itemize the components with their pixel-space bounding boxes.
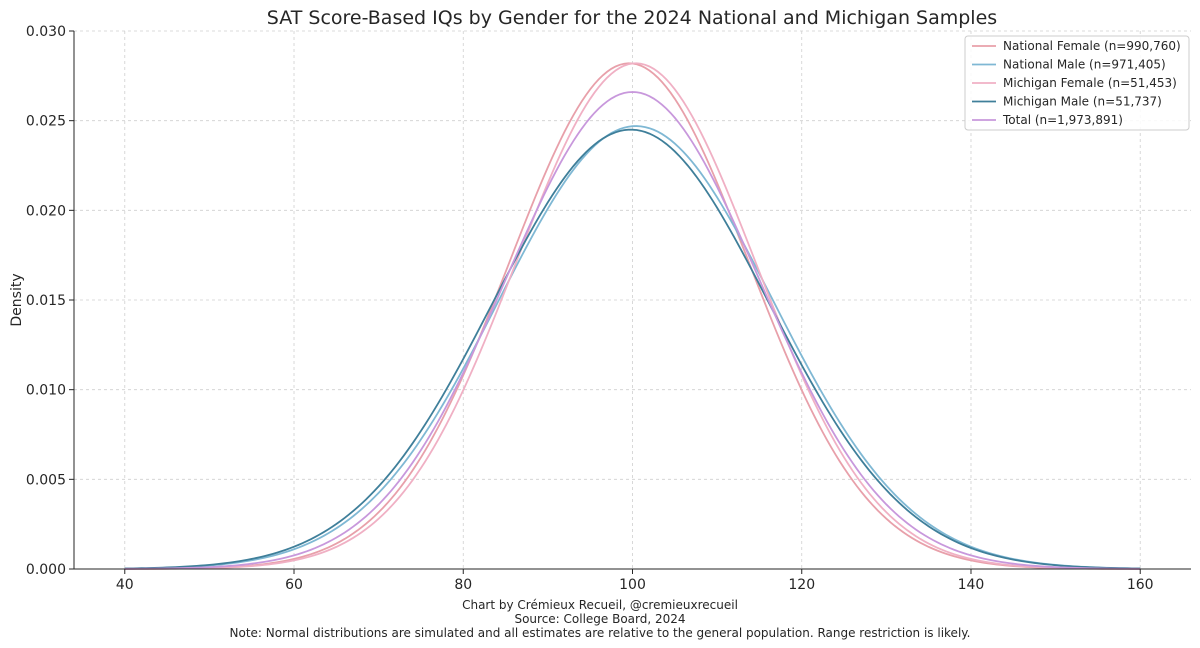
y-axis-ticks: 0.000 0.005 0.010 0.015 0.020 0.025 0.030 (26, 24, 74, 578)
y-tick-label: 0.005 (26, 472, 66, 488)
footer-note: Note: Normal distributions are simulated… (230, 626, 971, 640)
x-tick-label: 160 (1127, 577, 1154, 593)
x-tick-label: 80 (454, 577, 472, 593)
y-tick-label: 0.025 (26, 114, 66, 130)
y-axis-label: Density (9, 273, 25, 326)
x-tick-label: 100 (619, 577, 646, 593)
series-line-2 (124, 125, 1141, 570)
y-tick-label: 0.010 (26, 383, 66, 399)
x-tick-label: 120 (788, 577, 815, 593)
x-axis-ticks: 40 60 80 100 120 140 160 (116, 569, 1154, 593)
legend-label: Michigan Female (n=51,453) (1003, 76, 1177, 90)
series-line-4 (124, 128, 1141, 570)
footer-credit: Chart by Crémieux Recueil, @cremieuxrecu… (462, 598, 738, 612)
series-lines (124, 62, 1141, 570)
legend-label: National Female (n=990,760) (1003, 39, 1181, 53)
y-tick-label: 0.020 (26, 203, 66, 219)
chart-title: SAT Score-Based IQs by Gender for the 20… (267, 7, 997, 29)
x-tick-label: 140 (958, 577, 985, 593)
legend-label: Total (n=1,973,891) (1002, 113, 1123, 127)
x-tick-label: 40 (116, 577, 134, 593)
legend-frame (964, 35, 1190, 131)
legend-label: National Male (n=971,405) (1003, 58, 1166, 72)
y-tick-label: 0.000 (26, 562, 66, 578)
series-line-5 (124, 91, 1141, 570)
series-line-3 (124, 62, 1141, 570)
legend-label: Michigan Male (n=51,737) (1003, 95, 1162, 109)
y-tick-label: 0.030 (26, 24, 66, 40)
y-tick-label: 0.015 (26, 293, 66, 309)
legend: National Female (n=990,760) National Male… (964, 35, 1190, 131)
x-tick-label: 60 (285, 577, 303, 593)
grid-lines (74, 30, 1191, 570)
footer-source: Source: College Board, 2024 (514, 612, 685, 626)
